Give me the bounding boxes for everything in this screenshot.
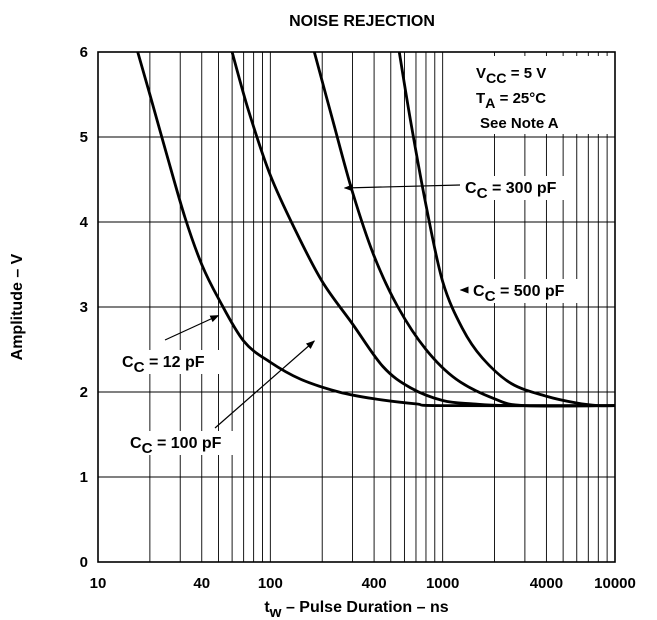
tick-labels: 10 40 100 400 1000 4000 10000 0 1 2 3 4 5 6 <box>80 44 636 592</box>
y-tick-label: 5 <box>80 129 88 146</box>
x-tick-label: 400 <box>362 575 387 592</box>
grid <box>97 51 616 563</box>
annotation-arrow-2 <box>343 184 461 192</box>
x-tick-label: 1000 <box>426 575 459 592</box>
plot-frame <box>97 51 616 563</box>
x-tick-label: 4000 <box>530 575 563 592</box>
annotation-label-2: CC = 300 pF <box>465 180 557 202</box>
y-tick-label: 2 <box>80 384 88 401</box>
x-axis-label: tw – Pulse Duration – ns <box>264 599 448 620</box>
annotation-bg-1 <box>126 431 238 455</box>
conditions-box: VCC = 5 V TA = 25°C See Note A <box>462 56 612 134</box>
x-tick-label: 100 <box>258 575 283 592</box>
annotations: CC = 12 pF CC = 100 pF CC = 300 pF CC = 500… <box>118 176 581 457</box>
x-tick-label: 10000 <box>594 575 636 592</box>
series-line-1 <box>230 51 616 408</box>
annotation-bg-0 <box>118 350 230 374</box>
x-tick-label: 40 <box>193 575 210 592</box>
curves <box>136 51 616 408</box>
annotation-label-0: CC = 12 pF <box>122 354 205 376</box>
annotation-arrow-0 <box>164 314 220 341</box>
annotation-arrow-1 <box>214 340 316 429</box>
annotation-bg-2 <box>461 176 573 200</box>
annotation-label-3: CC = 500 pF <box>473 283 565 305</box>
y-tick-label: 4 <box>80 214 89 231</box>
condition-line-2: See Note A <box>480 115 559 132</box>
series-line-0 <box>136 51 616 408</box>
x-tick-label: 10 <box>90 575 107 592</box>
y-tick-label: 6 <box>80 44 88 61</box>
series-line-3 <box>397 51 616 408</box>
series-line-2 <box>312 51 616 408</box>
y-tick-label: 3 <box>80 299 88 316</box>
y-tick-label: 1 <box>80 469 88 486</box>
annotation-bg-3 <box>469 279 581 303</box>
chart-title: NOISE REJECTION <box>289 13 435 30</box>
conditions-bg <box>462 56 612 134</box>
condition-line-0: VCC = 5 V <box>476 65 546 87</box>
annotation-label-1: CC = 100 pF <box>130 435 222 457</box>
axis-labels: tw – Pulse Duration – ns Amplitude – V <box>9 253 449 620</box>
y-axis-label: Amplitude – V <box>9 253 26 360</box>
y-tick-label: 0 <box>80 554 88 571</box>
condition-line-1: TA = 25°C <box>476 90 546 112</box>
